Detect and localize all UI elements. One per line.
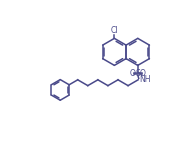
Text: O: O bbox=[140, 69, 146, 78]
Text: S: S bbox=[135, 69, 140, 78]
Text: NH: NH bbox=[139, 75, 151, 84]
Text: Cl: Cl bbox=[111, 26, 118, 35]
Text: O: O bbox=[130, 69, 135, 78]
